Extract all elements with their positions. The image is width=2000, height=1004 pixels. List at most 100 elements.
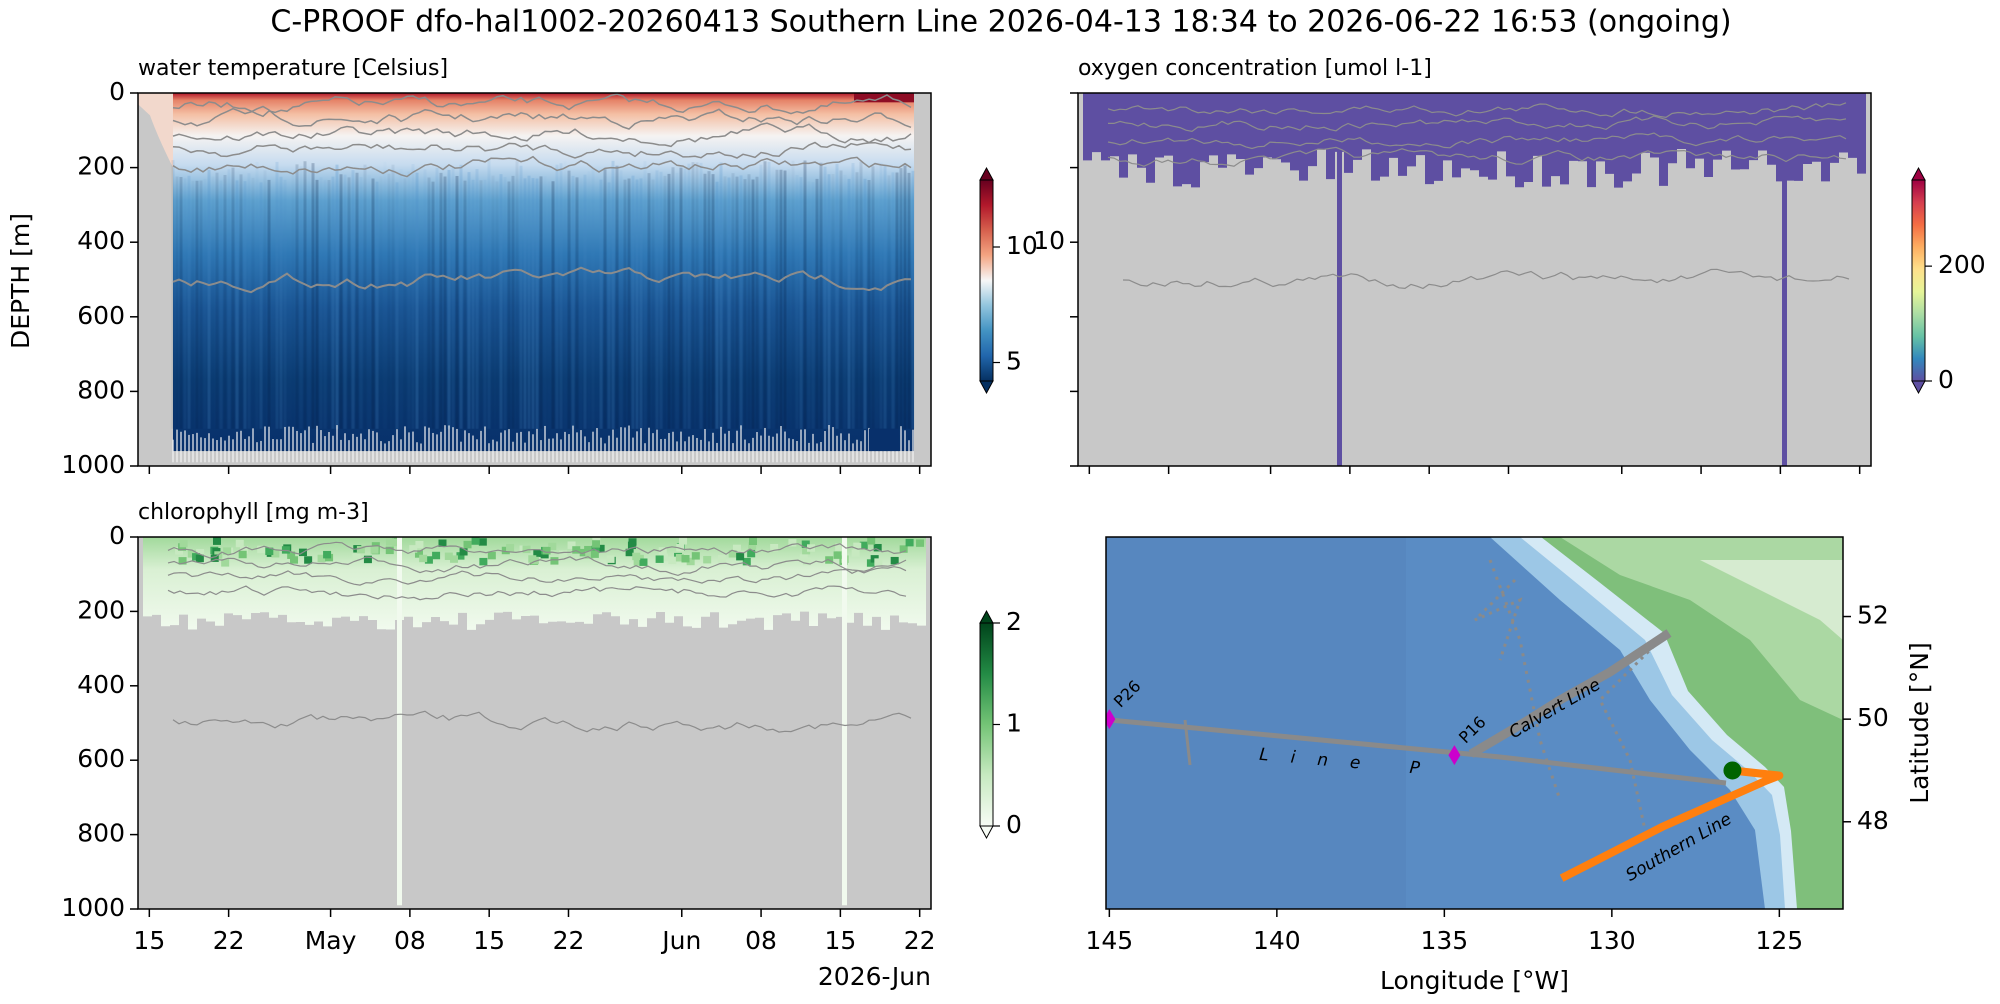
- contour-line: [167, 541, 907, 559]
- field-cell: [584, 545, 593, 554]
- y-tick-label: 52: [1857, 601, 1889, 630]
- field-cell: [533, 549, 542, 557]
- y-tick-label: 200: [77, 152, 125, 181]
- field-cell: [487, 551, 496, 560]
- y-tick-label: 200: [77, 595, 125, 624]
- field-spike: [842, 537, 847, 906]
- field-cell: [528, 555, 537, 563]
- station-marker: [1106, 709, 1116, 730]
- field-cell: [833, 551, 842, 559]
- field-cell: [370, 546, 379, 554]
- field-cell: [385, 546, 394, 555]
- colorbar-extend: [1911, 166, 1926, 181]
- axes-frame: [137, 92, 932, 467]
- field-spike: [1337, 93, 1342, 466]
- panel-title: water temperature [Celsius]: [138, 56, 448, 81]
- field-cell: [905, 538, 914, 547]
- field-cell: [655, 555, 664, 563]
- field-cell: [212, 537, 221, 545]
- field-cell: [717, 555, 726, 563]
- field-cell: [703, 555, 712, 564]
- field-cell: [567, 541, 576, 549]
- field-cell: [210, 554, 219, 562]
- x-tick-label: 140: [1253, 926, 1301, 955]
- current-position: [1723, 761, 1742, 780]
- colorbar-tick-label: 1: [1006, 709, 1022, 738]
- field-cell: [290, 556, 299, 564]
- x-tick-label: 15: [824, 926, 856, 955]
- field-cell: [392, 538, 401, 547]
- colorbar: [979, 179, 994, 382]
- field-cell: [633, 558, 642, 566]
- contour-line: [172, 105, 912, 130]
- field-cell: [323, 550, 332, 559]
- contour-line: [1107, 102, 1847, 119]
- field-cell: [799, 554, 808, 562]
- field-cell: [522, 545, 531, 554]
- field-cell: [317, 554, 326, 563]
- field-cell: [853, 542, 862, 551]
- field-cell: [691, 552, 700, 560]
- field-cell: [187, 550, 196, 558]
- y-tick-label: 1000: [61, 450, 125, 479]
- field: [143, 537, 926, 630]
- field-cell: [867, 537, 876, 545]
- y-tick-label: 48: [1857, 806, 1889, 835]
- x-axis-label: Longitude [°W]: [1380, 966, 1569, 995]
- field-cell: [221, 559, 230, 567]
- field-cell: [352, 553, 361, 561]
- field-cell: [240, 546, 249, 554]
- y-tick-label: 800: [77, 819, 125, 848]
- field-cell: [625, 548, 634, 557]
- field-cell: [471, 537, 480, 545]
- field-cell: [592, 540, 601, 548]
- y-tick-label: 400: [77, 670, 125, 699]
- field-cell: [736, 552, 745, 561]
- field-cell: [175, 547, 184, 555]
- field-cell: [606, 555, 615, 563]
- field-cell: [385, 538, 394, 546]
- field-cell: [196, 549, 205, 557]
- x-tick-label: 22: [904, 926, 936, 955]
- field-cell: [572, 546, 581, 554]
- contour-line: [172, 155, 912, 178]
- field-cell: [859, 541, 868, 550]
- field-cell: [748, 537, 757, 545]
- colorbar-tick-label: 0: [1938, 365, 1954, 394]
- field-cell: [728, 550, 737, 558]
- field-cell: [415, 540, 424, 549]
- y-tick-label: 10: [1033, 226, 1065, 255]
- field-cell: [419, 554, 428, 563]
- field-cell: [501, 546, 510, 555]
- x-tick-label: 130: [1588, 926, 1636, 955]
- field-cell: [238, 550, 247, 559]
- field: [173, 93, 914, 452]
- field-cell: [916, 539, 925, 547]
- field-cell: [356, 545, 365, 554]
- colorbar: [1911, 179, 1926, 382]
- colorbar-extend: [979, 166, 994, 181]
- field-cell: [590, 550, 599, 558]
- field-cell: [788, 539, 797, 547]
- y-tick-label: 50: [1857, 703, 1889, 732]
- field-cell: [456, 552, 465, 560]
- x-tick-label: 135: [1420, 926, 1468, 955]
- colorbar-tick-label: 200: [1938, 250, 1986, 279]
- contour-line: [167, 556, 907, 577]
- colorbar-extend: [979, 380, 994, 395]
- contour-line: [172, 266, 912, 294]
- colorbar-tick-label: 10: [1006, 231, 1038, 260]
- contour-line: [1122, 268, 1850, 290]
- panel-title: oxygen concentration [umol l-1]: [1078, 56, 1432, 81]
- surface-warm: [854, 93, 914, 103]
- field-cell: [676, 543, 685, 552]
- field-cell: [559, 550, 568, 558]
- field-cell: [679, 537, 688, 545]
- field-cell: [432, 551, 441, 560]
- field-cell: [851, 549, 860, 557]
- colorbar-tick-label: 2: [1006, 607, 1022, 636]
- field-cell: [668, 556, 677, 565]
- axes-frame: [1077, 92, 1872, 467]
- field-cell: [195, 554, 204, 563]
